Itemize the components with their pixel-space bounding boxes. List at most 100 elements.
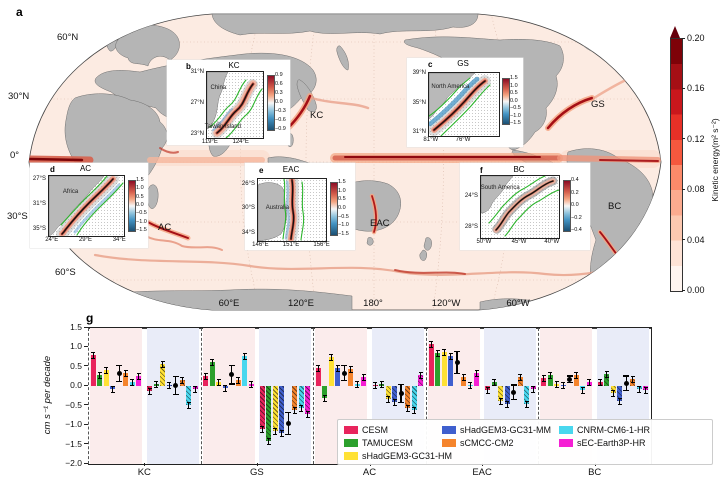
bar-errorbar	[487, 387, 489, 394]
inset-cbar-tick-label: −1.0	[510, 112, 521, 119]
bar-AC-g2-sCMCC-CM2	[405, 386, 411, 408]
bar-GS-g1-CESM	[203, 375, 209, 387]
inset-cbar-tick-label: −0.5	[338, 213, 349, 220]
ytick-label: −0.5	[65, 399, 82, 410]
bar-GS-g1-CNRM-CM6-1-HR	[242, 355, 248, 387]
bar-errorbar-cap	[348, 365, 353, 367]
inset-cbar-tick-label: −1.0	[136, 218, 147, 225]
bar-errorbar-cap	[147, 393, 152, 395]
obs-error-cap	[623, 375, 630, 377]
current-label-gs: GS	[591, 99, 605, 110]
zero-line	[88, 328, 651, 329]
inset-xtick-label: 151°E	[282, 242, 300, 248]
bar-GS-g2-sCMCC-CM2	[292, 386, 298, 411]
colorbar-tick-label: 0.20	[687, 33, 705, 43]
bar-errorbar	[138, 372, 140, 379]
bar-errorbar-cap	[498, 398, 503, 400]
lon-label: 60°E	[218, 298, 240, 309]
bar-errorbar-cap	[412, 407, 417, 409]
bar-KC-g1-TAMUCESM	[97, 374, 103, 387]
obs-error-cap	[285, 411, 292, 413]
inset-ytick-label: 35°S	[32, 226, 46, 233]
bar-errorbar	[155, 380, 157, 387]
bar-errorbar-cap	[524, 400, 529, 402]
bar-errorbar-cap	[266, 443, 271, 445]
lat-label: 30°N	[8, 91, 30, 102]
ytick-label: 0.0	[70, 380, 82, 391]
legend-label-sEC-Earth3P-HR: sEC-Earth3P-HR	[577, 438, 646, 448]
bar-errorbar	[162, 360, 164, 367]
bar-errorbar	[575, 372, 577, 379]
region-label-EAC: EAC	[472, 467, 492, 478]
region-tick	[144, 463, 146, 466]
legend-label-CNRM-CM6-1-HR: CNRM-CM6-1-HR	[577, 425, 650, 435]
bar-errorbar	[330, 353, 332, 360]
bar-errorbar-cap	[485, 387, 490, 389]
bar-errorbar-cap	[123, 370, 128, 372]
obs-error-cap	[228, 383, 235, 385]
inset-cbar-tick-label: −1.5	[510, 120, 521, 126]
bar-errorbar-cap	[604, 376, 609, 378]
bar-errorbar	[374, 381, 376, 388]
bar-errorbar	[469, 381, 471, 388]
bar-errorbar-cap	[91, 358, 96, 360]
bar-errorbar	[168, 381, 170, 388]
bar-errorbar-cap	[266, 437, 271, 439]
bar-errorbar-cap	[448, 358, 453, 360]
obs-error-cap	[510, 398, 517, 401]
inset-eac: e EAC 26°S 30°S 34°S 146°E 151°E 156°E 1.5 1.0 0…	[242, 163, 355, 250]
bar-errorbar	[599, 378, 601, 385]
inset-xtick-label: 76°W	[455, 137, 471, 143]
bar-AC-g1-sCMCC-CM2	[348, 368, 354, 387]
bar-errorbar	[317, 365, 319, 372]
colorbar-arrow-icon	[670, 26, 680, 38]
current-label-eac: EAC	[370, 218, 390, 229]
bar-errorbar	[131, 379, 133, 386]
obs-error-cap	[172, 394, 179, 396]
inset-title-bc: BC	[513, 165, 525, 174]
inset-cbar-tick-label: −1.0	[338, 222, 349, 229]
obs-error-cap	[623, 389, 630, 392]
bar-EAC-g1-CESM	[428, 343, 434, 387]
bar-errorbar-cap	[223, 391, 228, 393]
bar-errorbar	[274, 427, 276, 434]
lon-label: 180°	[363, 298, 383, 309]
bar-errorbar-cap	[249, 380, 254, 382]
inset-map-kc	[206, 71, 264, 139]
inset-title-eac: EAC	[282, 165, 300, 174]
bar-errorbar-cap	[637, 391, 642, 393]
bar-errorbar-cap	[292, 407, 297, 409]
lat-label: 60°N	[57, 32, 79, 43]
bar-errorbar-cap	[361, 380, 366, 382]
bar-errorbar	[543, 374, 545, 381]
legend-label-TAMUCESM: TAMUCESM	[362, 438, 413, 448]
bar-errorbar-cap	[574, 378, 579, 380]
inset-cbar-tick-label: −0.5	[510, 105, 521, 111]
inset-xtick-label: 124°E	[232, 139, 249, 145]
inset-xtick-label: 81°W	[423, 137, 439, 143]
ytick-mark	[84, 345, 88, 347]
bar-errorbar	[205, 372, 207, 379]
bar-EAC-g1-TAMUCESM	[435, 353, 441, 387]
ytick-mark	[84, 384, 88, 386]
bar-KC-g1-sEC-Earth3P-HR	[136, 375, 142, 387]
bar-errorbar	[638, 385, 640, 392]
region-separator	[88, 328, 89, 464]
bar-AC-g2-sHadGEM3-GC31-HM	[385, 386, 391, 400]
bar-errorbar-cap	[548, 371, 553, 373]
inset-ytick-label: 31°N	[190, 68, 204, 75]
inset-ytick-label: 34°S	[241, 229, 255, 236]
bar-errorbar	[224, 385, 226, 392]
bar-errorbar-cap	[435, 350, 440, 352]
bar-errorbar-cap	[379, 381, 384, 383]
bar-errorbar-cap	[361, 374, 366, 376]
bar-errorbar	[381, 381, 383, 388]
inset-cbar-tick-label: −1.5	[136, 227, 147, 233]
region-tick	[256, 463, 258, 466]
colorbar-tick-label: 0.08	[687, 184, 705, 195]
bar-EAC-g1-sEC-Earth3P-HR	[474, 372, 480, 387]
bar-errorbar-cap	[210, 359, 215, 361]
bar-errorbar	[562, 381, 564, 388]
bar-errorbar-cap	[316, 365, 321, 367]
bar-errorbar-cap	[505, 406, 510, 408]
